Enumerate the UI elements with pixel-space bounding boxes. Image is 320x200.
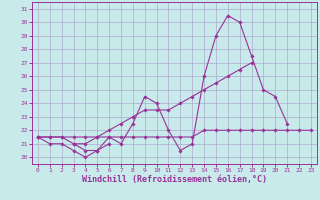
X-axis label: Windchill (Refroidissement éolien,°C): Windchill (Refroidissement éolien,°C) [82, 175, 267, 184]
